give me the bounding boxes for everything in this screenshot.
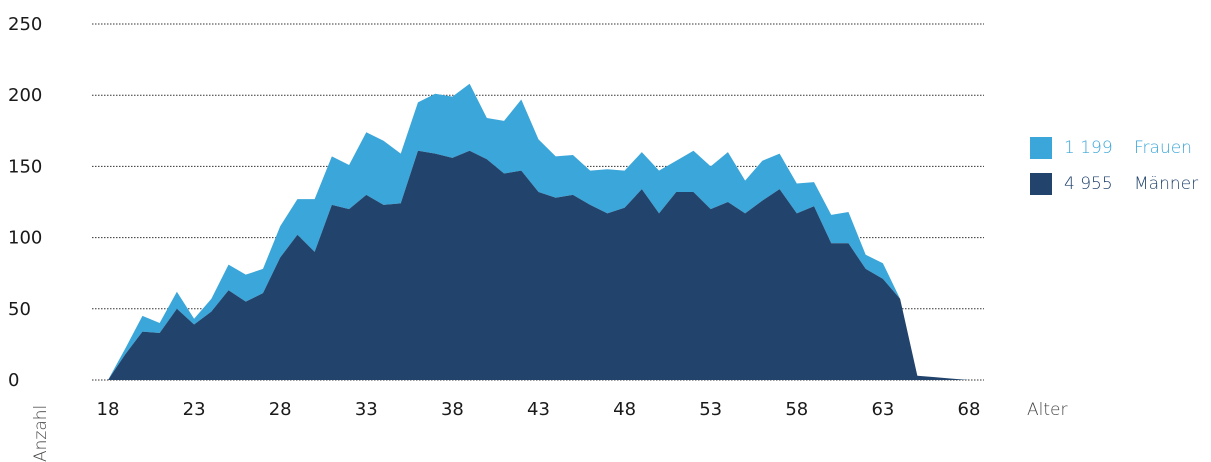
area-maenner: [108, 150, 969, 380]
legend-label-maenner: Männer: [1134, 174, 1199, 194]
legend-count-frauen: 1 199: [1064, 138, 1113, 158]
y-tick-label: 50: [8, 299, 31, 320]
area-frauen: [108, 83, 969, 381]
x-tick-label: 53: [699, 399, 722, 420]
legend-label-frauen: Frauen: [1134, 138, 1192, 158]
legend-item-maenner: 4 955 Männer: [1030, 173, 1198, 195]
y-tick-label: 250: [8, 14, 42, 35]
x-tick-label: 38: [441, 399, 464, 420]
x-tick-label: 23: [183, 399, 206, 420]
legend-item-frauen: 1 199 Frauen: [1030, 137, 1198, 159]
legend: 1 199 Frauen 4 955 Männer: [1030, 137, 1198, 209]
legend-count-maenner: 4 955: [1064, 174, 1113, 194]
x-tick-label: 63: [871, 399, 894, 420]
area-series: [108, 83, 969, 381]
y-tick-label: 200: [8, 85, 42, 106]
y-axis-ticks: 0 50 100 150 200 250: [8, 14, 42, 391]
x-tick-label: 28: [269, 399, 292, 420]
legend-swatch-maenner: [1030, 173, 1052, 195]
x-tick-label: 58: [785, 399, 808, 420]
y-tick-label: 150: [8, 156, 42, 177]
x-tick-label: 18: [97, 399, 120, 420]
y-axis-title: Anzahl: [31, 405, 51, 462]
y-tick-label: 100: [8, 228, 42, 249]
x-tick-label: 33: [355, 399, 378, 420]
y-tick-label: 0: [8, 370, 19, 391]
x-tick-label: 68: [958, 399, 981, 420]
x-tick-label: 43: [527, 399, 550, 420]
legend-swatch-frauen: [1030, 137, 1052, 159]
x-tick-label: 48: [613, 399, 636, 420]
x-axis-ticks: 18 23 28 33 38 43 48 53 58 63 68: [97, 399, 981, 420]
x-axis-title: Alter: [1027, 400, 1067, 420]
